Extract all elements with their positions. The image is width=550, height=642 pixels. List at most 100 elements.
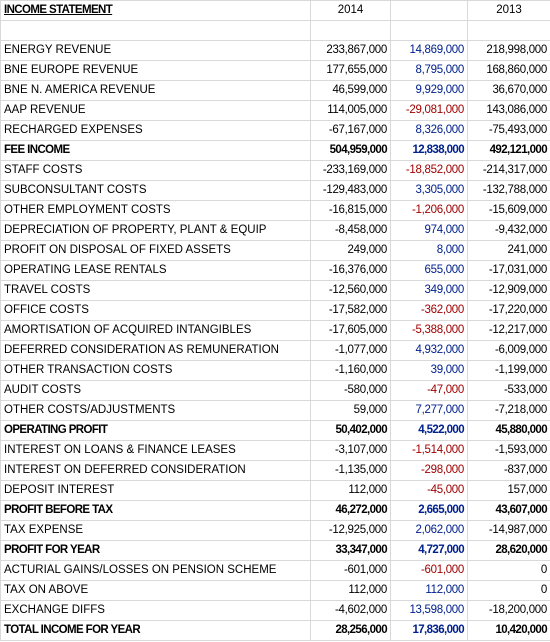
row-label: RECHARGED EXPENSES bbox=[0, 120, 311, 141]
value-change: 9,929,000 bbox=[390, 80, 468, 101]
value-2013: 241,000 bbox=[467, 240, 550, 261]
value-2014: 114,005,000 bbox=[310, 100, 391, 121]
value-2013: 157,000 bbox=[467, 480, 550, 501]
value-2014: 46,272,000 bbox=[310, 500, 391, 521]
value-change: -18,852,000 bbox=[390, 160, 468, 181]
row-label: OTHER TRANSACTION COSTS bbox=[0, 360, 311, 381]
table-row: TOTAL INCOME FOR YEAR 28,256,000 17,836,00… bbox=[0, 620, 550, 641]
row-label: TRAVEL COSTS bbox=[0, 280, 311, 301]
value-change: 349,000 bbox=[390, 280, 468, 301]
value-change: -1,514,000 bbox=[390, 440, 468, 461]
value-2014: -17,582,000 bbox=[310, 300, 391, 321]
row-label: BNE EUROPE REVENUE bbox=[0, 60, 311, 81]
value-2013: -1,593,000 bbox=[467, 440, 550, 461]
table-row: BNE N. AMERICA REVENUE 46,599,000 9,929,00… bbox=[0, 80, 550, 101]
value-2014: 177,655,000 bbox=[310, 60, 391, 81]
value-2014: 33,347,000 bbox=[310, 540, 391, 561]
value-2013: 10,420,000 bbox=[467, 620, 550, 641]
value-change: 3,305,000 bbox=[390, 180, 468, 201]
row-label: OPERATING LEASE RENTALS bbox=[0, 260, 311, 281]
table-row: ENERGY REVENUE 233,867,000 14,869,000 218,9… bbox=[0, 40, 550, 61]
value-2013: 45,880,000 bbox=[467, 420, 550, 441]
value-2014: -1,135,000 bbox=[310, 460, 391, 481]
value-2014: -16,376,000 bbox=[310, 260, 391, 281]
value-change: -45,000 bbox=[390, 480, 468, 501]
value-2013: 168,860,000 bbox=[467, 60, 550, 81]
table-row: TAX ON ABOVE 112,000 112,000 0 bbox=[0, 580, 550, 601]
row-label: PROFIT ON DISPOSAL OF FIXED ASSETS bbox=[0, 240, 311, 261]
value-change: 2,062,000 bbox=[390, 520, 468, 541]
value-2013: -15,609,000 bbox=[467, 200, 550, 221]
table-row: OFFICE COSTS -17,582,000 -362,000 -17,220,0… bbox=[0, 300, 550, 321]
value-2013: 0 bbox=[467, 580, 550, 601]
value-2014: -16,815,000 bbox=[310, 200, 391, 221]
value-2013: -132,788,000 bbox=[467, 180, 550, 201]
value-2013: -17,031,000 bbox=[467, 260, 550, 281]
value-change: 8,326,000 bbox=[390, 120, 468, 141]
table-row: AMORTISATION OF ACQUIRED INTANGIBLES -17,… bbox=[0, 320, 550, 341]
value-change: 17,836,000 bbox=[390, 620, 468, 641]
value-change: 2,665,000 bbox=[390, 500, 468, 521]
value-2013: -1,199,000 bbox=[467, 360, 550, 381]
empty-cell bbox=[310, 20, 391, 41]
value-2014: -4,602,000 bbox=[310, 600, 391, 621]
row-label: FEE INCOME bbox=[0, 140, 311, 161]
table-row: PROFIT ON DISPOSAL OF FIXED ASSETS 249,00… bbox=[0, 240, 550, 261]
value-2013: -837,000 bbox=[467, 460, 550, 481]
value-change: -5,388,000 bbox=[390, 320, 468, 341]
value-2014: 112,000 bbox=[310, 580, 391, 601]
value-2014: 504,959,000 bbox=[310, 140, 391, 161]
row-label: AUDIT COSTS bbox=[0, 380, 311, 401]
value-change: -298,000 bbox=[390, 460, 468, 481]
value-2013: -14,987,000 bbox=[467, 520, 550, 541]
row-label: ACTURIAL GAINS/LOSSES ON PENSION SCHEME bbox=[0, 560, 311, 581]
value-change: 8,795,000 bbox=[390, 60, 468, 81]
value-change: 39,000 bbox=[390, 360, 468, 381]
table-row: DEPRECIATION OF PROPERTY, PLANT & EQUIP -… bbox=[0, 220, 550, 241]
value-change: 4,932,000 bbox=[390, 340, 468, 361]
value-2013: 28,620,000 bbox=[467, 540, 550, 561]
value-change: 7,277,000 bbox=[390, 400, 468, 421]
table-row: STAFF COSTS -233,169,000 -18,852,000 -214,3… bbox=[0, 160, 550, 181]
header-year: 2014 bbox=[310, 0, 391, 21]
table-row: DEFERRED CONSIDERATION AS REMUNERATION -1… bbox=[0, 340, 550, 361]
value-2013: -17,220,000 bbox=[467, 300, 550, 321]
row-label: INTEREST ON DEFERRED CONSIDERATION bbox=[0, 460, 311, 481]
row-label: AAP REVENUE bbox=[0, 100, 311, 121]
row-label: OFFICE COSTS bbox=[0, 300, 311, 321]
table-row: PROFIT FOR YEAR 33,347,000 4,727,000 28,620… bbox=[0, 540, 550, 561]
table-row: OTHER EMPLOYMENT COSTS -16,815,000 -1,206,… bbox=[0, 200, 550, 221]
row-label: EXCHANGE DIFFS bbox=[0, 600, 311, 621]
blank-row bbox=[0, 20, 550, 41]
row-label: DEFERRED CONSIDERATION AS REMUNERATION bbox=[0, 340, 311, 361]
value-2014: 59,000 bbox=[310, 400, 391, 421]
value-2013: -7,218,000 bbox=[467, 400, 550, 421]
table-row: PROFIT BEFORE TAX 46,272,000 2,665,000 43,6… bbox=[0, 500, 550, 521]
value-change: 112,000 bbox=[390, 580, 468, 601]
empty-cell bbox=[0, 20, 311, 41]
table-row: SUBCONSULTANT COSTS -129,483,000 3,305,000… bbox=[0, 180, 550, 201]
row-label: PROFIT BEFORE TAX bbox=[0, 500, 311, 521]
row-label: STAFF COSTS bbox=[0, 160, 311, 181]
value-2013: -75,493,000 bbox=[467, 120, 550, 141]
value-2013: 43,607,000 bbox=[467, 500, 550, 521]
row-label: TAX EXPENSE bbox=[0, 520, 311, 541]
table-row: OTHER COSTS/ADJUSTMENTS 59,000 7,277,000 -7… bbox=[0, 400, 550, 421]
value-2013: -18,200,000 bbox=[467, 600, 550, 621]
value-2013: -6,009,000 bbox=[467, 340, 550, 361]
value-2013: 36,670,000 bbox=[467, 80, 550, 101]
value-2014: -12,560,000 bbox=[310, 280, 391, 301]
value-2013: 143,086,000 bbox=[467, 100, 550, 121]
row-label: OTHER EMPLOYMENT COSTS bbox=[0, 200, 311, 221]
value-change: 14,869,000 bbox=[390, 40, 468, 61]
value-2014: -67,167,000 bbox=[310, 120, 391, 141]
row-label: DEPRECIATION OF PROPERTY, PLANT & EQUIP bbox=[0, 220, 311, 241]
value-change: 655,000 bbox=[390, 260, 468, 281]
table-row: RECHARGED EXPENSES -67,167,000 8,326,000 -7… bbox=[0, 120, 550, 141]
value-2014: -1,160,000 bbox=[310, 360, 391, 381]
row-label: OTHER COSTS/ADJUSTMENTS bbox=[0, 400, 311, 421]
value-2014: 28,256,000 bbox=[310, 620, 391, 641]
row-label: AMORTISATION OF ACQUIRED INTANGIBLES bbox=[0, 320, 311, 341]
